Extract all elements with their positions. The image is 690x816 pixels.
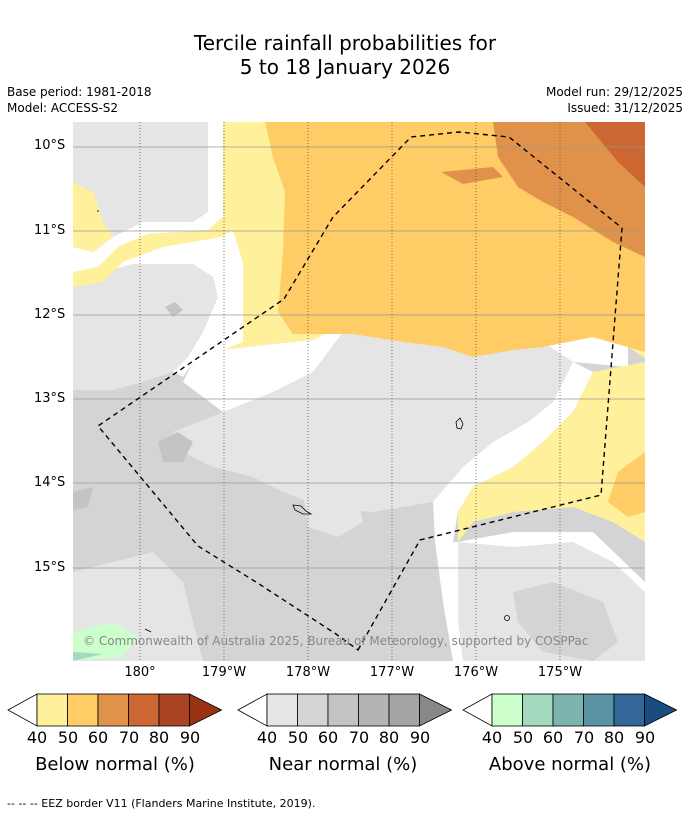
white-band (435, 542, 463, 661)
cb2-tick: 40 (481, 728, 503, 747)
below-normal-60-region (493, 122, 645, 257)
below-normal-label: Below normal (%) (35, 754, 195, 775)
white-band (433, 362, 593, 542)
above-normal-50-region (73, 652, 103, 661)
issued-date: Issued: 31/12/2025 (567, 101, 683, 115)
colorbar-swatch (297, 693, 329, 727)
latitude-gridlines (73, 146, 645, 569)
near-normal-40-region (303, 477, 363, 537)
island-dot (97, 210, 99, 212)
above-normal-40-region (73, 622, 138, 661)
cb2-tick: 70 (573, 728, 595, 747)
cb1-tick: 80 (378, 728, 400, 747)
base-period: Base period: 1981-2018 (7, 85, 152, 99)
colorbar-swatch (266, 693, 298, 727)
cb2-tick: 90 (634, 728, 656, 747)
below-normal-60-region (441, 167, 503, 184)
colorbar-swatch (67, 693, 99, 727)
near-normal-50-region (158, 432, 193, 462)
island-outline (504, 615, 510, 621)
cb1-tick: 50 (287, 728, 309, 747)
below-normal-40-region (73, 182, 113, 252)
above-normal-colorbar (462, 693, 677, 727)
cb1-tick: 90 (409, 728, 431, 747)
lon-label-175w: 175°W (537, 665, 583, 680)
model-run: Model run: 29/12/2025 (545, 85, 683, 99)
colorbar-swatch (358, 693, 390, 727)
lon-label-178w: 178°W (285, 665, 331, 680)
above-normal-label: Above normal (%) (488, 754, 652, 775)
cb0-tick: 90 (179, 728, 201, 747)
colorbar-swatch (388, 693, 420, 727)
near-normal-50-region (165, 302, 183, 317)
cb0-tick: 40 (26, 728, 48, 747)
colorbar-swatch (491, 693, 523, 727)
colorbar-low-extend (7, 693, 38, 727)
colorbar-high-extend (419, 693, 452, 727)
near-normal-40-region (73, 264, 218, 390)
lat-label-10s: 10°S (34, 138, 66, 153)
white-band (73, 122, 223, 272)
lat-label-12s: 12°S (34, 307, 66, 322)
eez-legend: -- -- -- EEZ border V11 (Flanders Marine… (7, 797, 316, 810)
probability-map[interactable]: © Commonwealth of Australia 2025, Bureau… (73, 122, 645, 661)
copyright-text: © Commonwealth of Australia 2025, Bureau… (83, 634, 588, 648)
below-normal-70-region (585, 122, 645, 187)
colorbar-swatch (36, 693, 68, 727)
cb0-tick: 50 (57, 728, 79, 747)
colorbar-swatch (613, 693, 645, 727)
lon-label-177w: 177°W (369, 665, 415, 680)
below-normal-colorbar (7, 693, 222, 727)
lat-label-14s: 14°S (34, 475, 66, 490)
lon-label-180: 180° (124, 665, 156, 680)
cb0-tick: 70 (118, 728, 140, 747)
colorbar-swatch (97, 693, 129, 727)
colorbar-low-extend (237, 693, 268, 727)
cb2-tick: 80 (603, 728, 625, 747)
near-normal-colorbar (237, 693, 452, 727)
lat-label-13s: 13°S (34, 391, 66, 406)
near-normal-40-region (173, 332, 573, 512)
lat-label-11s: 11°S (34, 223, 66, 238)
lon-label-179w: 179°W (201, 665, 247, 680)
colorbar-swatch (327, 693, 359, 727)
colorbar-swatch (552, 693, 584, 727)
below-normal-50-region (608, 452, 645, 517)
colorbar-swatch (158, 693, 190, 727)
near-normal-50-region (513, 582, 618, 661)
island-outline (292, 504, 313, 515)
eez-border (96, 131, 623, 652)
colorbar-swatch (128, 693, 160, 727)
below-normal-40-region (458, 362, 645, 542)
near-normal-label: Near normal (%) (268, 754, 418, 775)
colorbar-swatch (583, 693, 615, 727)
cb2-tick: 50 (512, 728, 534, 747)
island-outline (455, 417, 464, 430)
cb1-tick: 40 (256, 728, 278, 747)
white-band (183, 327, 628, 412)
cb0-tick: 80 (148, 728, 170, 747)
colorbar-swatch (522, 693, 554, 727)
model-name: Model: ACCESS-S2 (7, 101, 119, 115)
colorbar-low-extend (462, 693, 493, 727)
colorbar-high-extend (644, 693, 677, 727)
cb1-tick: 60 (317, 728, 339, 747)
cb2-tick: 60 (542, 728, 564, 747)
lon-label-176w: 176°W (453, 665, 499, 680)
map-title-line2: 5 to 18 January 2026 (239, 55, 451, 79)
near-normal-50-region (73, 487, 93, 510)
colorbar-high-extend (189, 693, 222, 727)
near-normal-40-region (73, 122, 208, 252)
lat-label-15s: 15°S (34, 560, 66, 575)
map-title-line1: Tercile rainfall probabilities for (193, 31, 497, 55)
cb1-tick: 70 (348, 728, 370, 747)
below-normal-40-region (73, 217, 233, 287)
white-band (458, 532, 645, 592)
cb0-tick: 60 (87, 728, 109, 747)
island-outline (144, 628, 152, 633)
